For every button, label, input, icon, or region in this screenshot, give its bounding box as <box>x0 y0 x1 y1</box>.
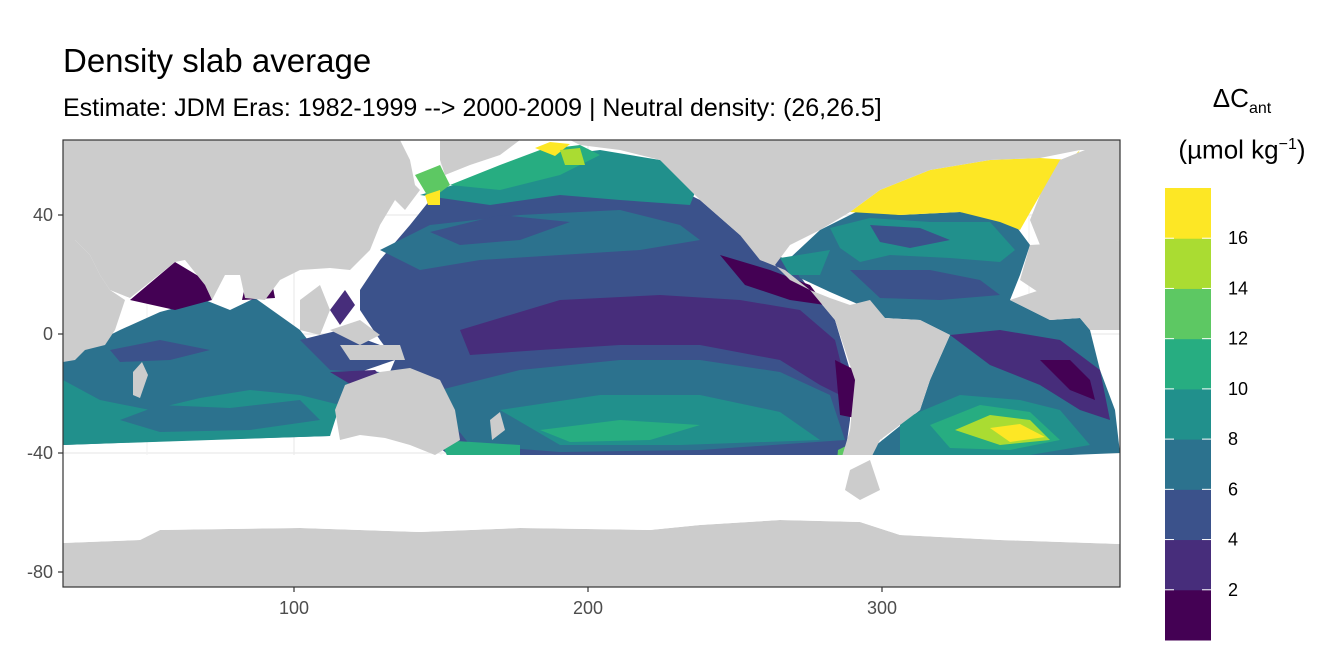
x-tick-label-200: 200 <box>573 598 603 618</box>
legend-title-main: ΔC <box>1212 83 1249 113</box>
land <box>63 140 1120 587</box>
legend-bin-4-6 <box>1165 489 1211 541</box>
legend-tick-label-8: 8 <box>1228 429 1238 449</box>
legend-tick-labels: 2 4 6 8 10 12 14 16 <box>1165 228 1248 600</box>
legend-tick-label-14: 14 <box>1228 278 1248 298</box>
x-tick-label-300: 300 <box>867 598 897 618</box>
legend-title: ΔCant (µmol kg−1) <box>1160 80 1324 168</box>
legend-tick-label-10: 10 <box>1228 379 1248 399</box>
legend-tick-label-2: 2 <box>1228 580 1238 600</box>
legend-unit-close: ) <box>1296 134 1306 165</box>
legend-tick-label-4: 4 <box>1228 530 1238 550</box>
legend-unit-main: (µmol kg <box>1178 134 1279 165</box>
y-axis-ticks <box>58 214 63 573</box>
legend-bin-2-4 <box>1165 539 1211 591</box>
map-subtitle: Estimate: JDM Eras: 1982-1999 --> 2000-2… <box>63 94 882 122</box>
legend-bin-10-12 <box>1165 338 1211 390</box>
y-tick-label-0: 0 <box>43 324 53 344</box>
legend-bin-0-2 <box>1165 589 1211 641</box>
x-tick-label-100: 100 <box>279 598 309 618</box>
legend-tick-label-12: 12 <box>1228 329 1248 349</box>
y-tick-label-40: 40 <box>33 205 53 225</box>
legend-unit-sup: −1 <box>1278 136 1297 154</box>
legend-bin-6-8 <box>1165 439 1211 490</box>
map-title: Density slab average <box>63 42 372 79</box>
land-patagonia <box>845 460 880 500</box>
legend-tick-label-6: 6 <box>1228 479 1238 499</box>
legend-colorbar <box>1165 188 1211 641</box>
legend-title-sub: ant <box>1248 100 1272 118</box>
legend-tick-label-16: 16 <box>1228 228 1248 248</box>
legend-bin-12-14 <box>1165 288 1211 340</box>
legend-bin-16-18 <box>1165 188 1211 239</box>
x-axis-ticks <box>293 587 883 592</box>
legend-bin-8-10 <box>1165 388 1211 440</box>
legend-bin-14-16 <box>1165 238 1211 289</box>
map-panel-border <box>62 139 1121 588</box>
y-tick-label-minus-80: -80 <box>27 562 53 582</box>
ocean-field <box>63 142 1120 475</box>
y-tick-label-minus-40: -40 <box>27 443 53 463</box>
